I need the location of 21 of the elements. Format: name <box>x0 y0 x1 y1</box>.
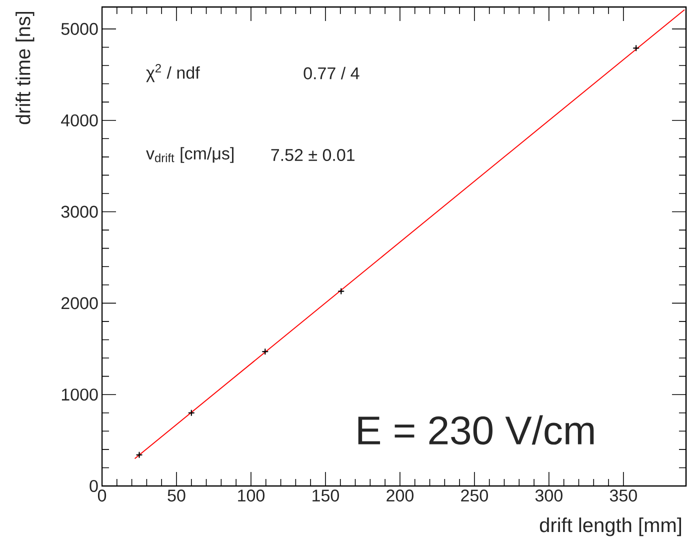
x-tick-label: 200 <box>386 490 414 502</box>
x-axis-title: drift length [mm] <box>540 518 682 536</box>
y-tick-label: 3000 <box>61 206 98 218</box>
annotation: v$_{drift}$ [cm/μs] <box>146 147 234 163</box>
y-axis-title: drift time [ns] <box>16 12 34 124</box>
x-tick-label: 100 <box>238 490 265 502</box>
y-tick-label: 2000 <box>62 297 98 310</box>
annotation: χ$^{2}$ / ndf <box>146 64 200 82</box>
x-tick-label: 50 <box>168 490 186 502</box>
x-tick-label: 300 <box>535 490 562 502</box>
x-tick-label: 350 <box>610 490 637 502</box>
y-tick-label: 1000 <box>62 388 98 401</box>
x-tick-label: 250 <box>461 490 488 502</box>
annotation: 7.52 ± 0.01 <box>271 148 354 162</box>
x-tick-label: 0 <box>98 490 106 502</box>
y-tick-label: 4000 <box>61 114 98 126</box>
x-tick-label: 150 <box>312 490 339 502</box>
annotation: E = 230 V/cm <box>358 415 594 445</box>
annotation: 0.77 / 4 <box>304 66 360 80</box>
y-tick-label: 0 <box>90 480 98 492</box>
y-tick-label: 5000 <box>61 22 98 35</box>
